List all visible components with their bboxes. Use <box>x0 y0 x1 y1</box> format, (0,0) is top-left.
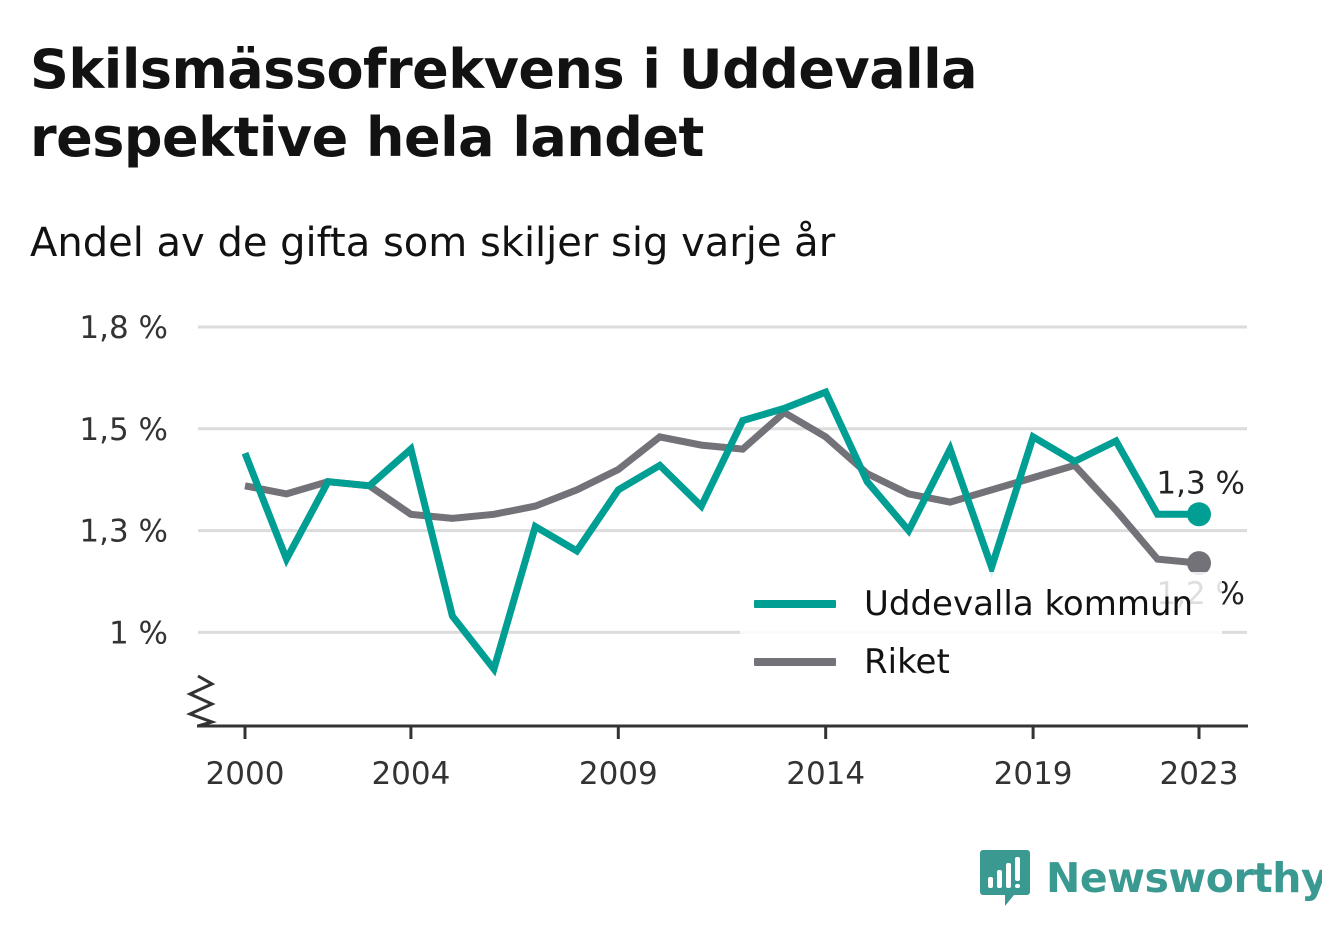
chart-subtitle: Andel av de gifta som skiljer sig varje … <box>30 220 836 266</box>
end-point-uddevalla <box>1187 502 1211 527</box>
series-lines <box>241 387 1211 677</box>
end-label-uddevalla: 1,3 % <box>1156 465 1245 501</box>
x-tick-label: 2004 <box>371 756 450 792</box>
legend-label-uddevalla: Uddevalla kommun <box>864 584 1194 624</box>
legend-item-riket: Riket <box>754 634 950 690</box>
x-tick-label: 2023 <box>1160 756 1239 792</box>
legend-item-uddevalla: Uddevalla kommun <box>754 576 1193 632</box>
axis-break-icon <box>186 674 217 728</box>
series-line-riket <box>244 408 1200 567</box>
series-line-uddevalla <box>241 387 1199 677</box>
brand-name: Newsworthy <box>1046 854 1322 902</box>
y-tick-label: 1,8 % <box>79 310 168 346</box>
x-tick-label: 2000 <box>206 756 285 792</box>
x-axis <box>186 674 1248 739</box>
legend-swatch-uddevalla <box>754 600 836 608</box>
end-point-riket <box>1187 551 1211 576</box>
y-tick-label: 1 % <box>109 615 168 651</box>
newsworthy-logo[interactable]: Newsworthy <box>980 848 1322 908</box>
x-tick-label: 2014 <box>786 756 865 792</box>
x-tick-label: 2019 <box>994 756 1073 792</box>
x-tick-label: 2009 <box>579 756 658 792</box>
chart-legend: Uddevalla kommun Riket <box>740 572 1222 692</box>
chart-title: Skilsmässofrekvens i Uddevalla respektiv… <box>30 38 978 169</box>
legend-swatch-riket <box>754 658 836 666</box>
y-tick-label: 1,3 % <box>79 514 168 550</box>
legend-label-riket: Riket <box>864 642 950 682</box>
newsworthy-bar-chart-icon <box>980 850 1030 906</box>
tick-labels: 1 % 1,3 % 1,5 % 1,8 % 2000 2004 2009 2014 2019 20… <box>79 310 1245 792</box>
y-tick-label: 1,5 % <box>79 412 168 448</box>
